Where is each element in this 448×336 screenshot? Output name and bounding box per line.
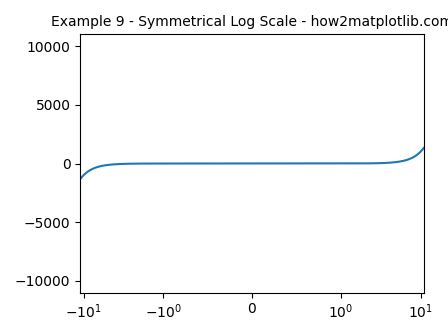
- Title: Example 9 - Symmetrical Log Scale - how2matplotlib.com: Example 9 - Symmetrical Log Scale - how2…: [51, 15, 448, 29]
